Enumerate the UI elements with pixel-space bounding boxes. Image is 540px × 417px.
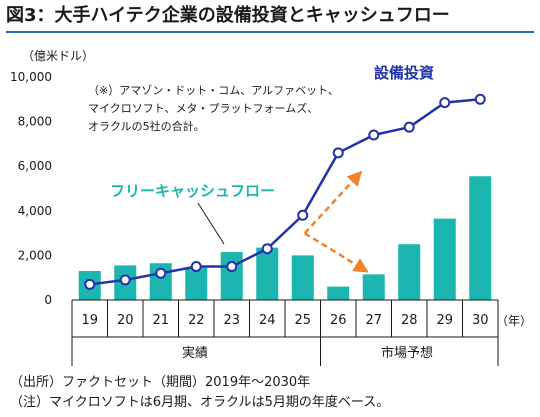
annotation-line-3: オラクルの5社の合計。 (88, 119, 205, 133)
capex-point (297, 209, 309, 221)
capex-point (119, 274, 131, 286)
chart-title: 図3：大手ハイテク企業の設備投資とキャッシュフロー (6, 5, 450, 26)
footnote-note: （注）マイクロソフトは6月期、オラクルは5月期の年度ベース。 (10, 395, 390, 410)
capex-point (439, 97, 451, 109)
capex-point (368, 129, 380, 141)
x-unit-label: （年） (496, 314, 532, 328)
annotation-line-2: マイクロソフト、メタ・プラットフォームズ、 (88, 101, 318, 115)
x-tick-label: 27 (365, 313, 382, 328)
x-tick-label: 28 (401, 313, 418, 328)
capex-point (190, 261, 202, 273)
fcf-bar (469, 176, 492, 300)
x-tick-label: 19 (81, 313, 98, 328)
capex-point (84, 278, 96, 290)
x-tick-label: 22 (188, 313, 205, 328)
fcf-bar (398, 244, 421, 300)
fcf-bar (185, 267, 208, 300)
trend-arrow (303, 170, 363, 235)
capex-point (155, 267, 167, 279)
x-tick-label: 30 (472, 313, 489, 328)
y-tick-label: 6,000 (18, 159, 52, 173)
y-unit-label: （億米ドル） (22, 49, 94, 63)
capex-series-label: 設備投資 (374, 64, 434, 82)
capex-point (474, 93, 486, 105)
trend-arrow (304, 232, 369, 273)
x-tick-label: 20 (117, 313, 134, 328)
capex-point (403, 121, 415, 133)
y-tick-label: 10,000 (10, 70, 52, 84)
fcf-bar (327, 286, 350, 300)
x-tick-label: 25 (294, 313, 311, 328)
x-tick-label: 24 (259, 313, 276, 328)
fcf-bar (220, 252, 243, 300)
capex-point (261, 243, 273, 255)
fcf-bar (256, 247, 279, 300)
capex-point (332, 147, 344, 159)
fcf-series-label: フリーキャッシュフロー (110, 182, 275, 200)
group-label-forecast: 市場予想 (381, 345, 433, 361)
annotation-line-1: （※）アマゾン・ドット・コム、アルファベット、 (88, 84, 339, 97)
x-tick-label: 23 (223, 313, 240, 328)
fcf-bar (433, 218, 456, 300)
capex-line (89, 98, 481, 286)
y-tick-label: 2,000 (18, 248, 52, 262)
y-tick-label: 4,000 (18, 204, 52, 218)
footnote-source: （出所）ファクトセット（期間）2019年～2030年 (10, 375, 311, 390)
y-tick-label: 8,000 (18, 115, 52, 129)
x-tick-label: 21 (152, 313, 169, 328)
title-underline (6, 31, 534, 33)
group-label-actual: 実績 (182, 345, 208, 361)
x-tick-label: 29 (436, 313, 453, 328)
fcf-label-leader (197, 202, 225, 245)
fcf-bar (291, 255, 314, 300)
x-tick-label: 26 (330, 313, 347, 328)
fcf-bar (362, 274, 385, 300)
y-tick-label: 0 (44, 293, 52, 307)
capex-point (226, 261, 238, 273)
